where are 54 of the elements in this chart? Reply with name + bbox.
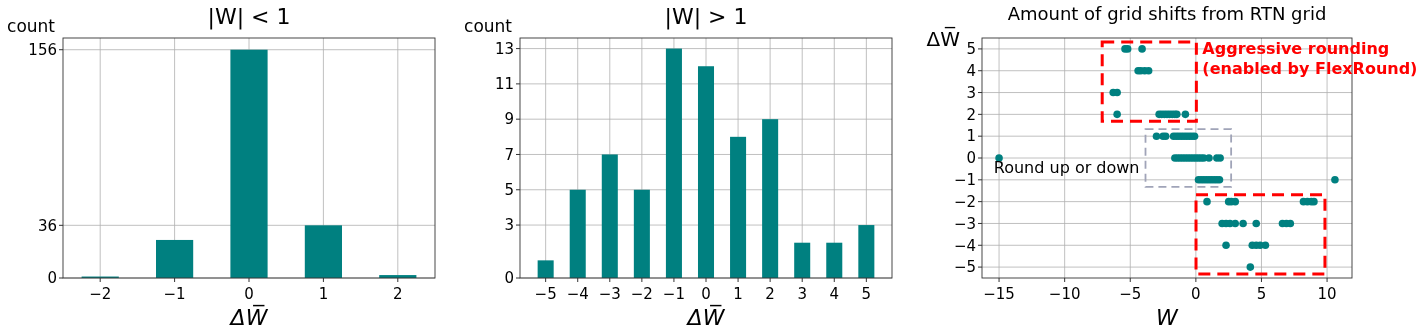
y-tick-label: 1 (966, 127, 976, 146)
x-tick-label: −5 (1119, 285, 1142, 303)
y-tick-label: −2 (953, 192, 976, 211)
chart-title: |W| < 1 (207, 4, 291, 30)
x-tick-label: 0 (701, 285, 711, 303)
y-tick-label: −3 (953, 214, 976, 233)
x-tick-label: 2 (393, 285, 403, 303)
x-tick-label: −1 (662, 285, 685, 303)
annotation: Aggressive rounding (enabled by FlexRound) (1202, 38, 1418, 78)
x-tick-label: 10 (1317, 285, 1337, 303)
x-tick-label: −5 (534, 285, 557, 303)
x-tick-label: 0 (244, 285, 254, 303)
y-tick-label: −4 (953, 236, 976, 255)
x-axis-title: ΔW̅ (685, 303, 726, 330)
x-tick-label: −15 (983, 285, 1015, 303)
y-tick-label: 3 (966, 83, 976, 102)
chart-title: Amount of grid shifts from RTN grid (1007, 3, 1327, 24)
x-tick-label: −4 (566, 285, 589, 303)
chart-title: |W| > 1 (664, 4, 748, 30)
y-tick-label: 5 (504, 181, 514, 200)
x-tick-label: −2 (89, 285, 112, 303)
x-tick-label: −2 (630, 285, 653, 303)
y-axis-title: count (464, 16, 513, 36)
y-tick-label: −5 (953, 258, 976, 277)
x-tick-label: −10 (1048, 285, 1081, 303)
y-axis-title: count (7, 16, 56, 36)
y-tick-label: 156 (28, 40, 57, 59)
x-tick-label: 2 (765, 285, 775, 303)
y-tick-label: 7 (504, 145, 514, 164)
x-tick-label: 4 (829, 285, 840, 303)
x-tick-label: 1 (733, 285, 743, 303)
x-tick-label: 1 (318, 285, 329, 303)
x-tick-label: 3 (797, 285, 807, 303)
y-tick-label: 2 (966, 105, 976, 124)
y-tick-label: 4 (966, 61, 976, 80)
x-tick-label: −1 (163, 285, 186, 303)
y-tick-label: −1 (953, 171, 976, 190)
annotation: Round up or down (993, 157, 1140, 177)
y-tick-label: 0 (47, 269, 57, 288)
y-tick-label: 0 (504, 269, 514, 288)
y-tick-label: 11 (494, 75, 514, 94)
y-tick-label: 0 (966, 149, 976, 168)
x-axis-title: W (1156, 305, 1180, 330)
x-axis-title: ΔW̅ (228, 303, 269, 330)
y-tick-label: 5 (966, 40, 976, 59)
y-tick-label: 9 (504, 110, 514, 129)
x-tick-label: −3 (598, 285, 621, 303)
x-tick-label: 5 (861, 285, 872, 303)
y-axis-title: ΔW̅ (926, 26, 961, 51)
y-tick-label: 36 (37, 216, 57, 235)
y-tick-label: 13 (494, 39, 514, 58)
x-tick-label: 5 (1256, 285, 1267, 303)
x-tick-label: 0 (1191, 285, 1201, 303)
y-tick-label: 3 (504, 216, 514, 235)
